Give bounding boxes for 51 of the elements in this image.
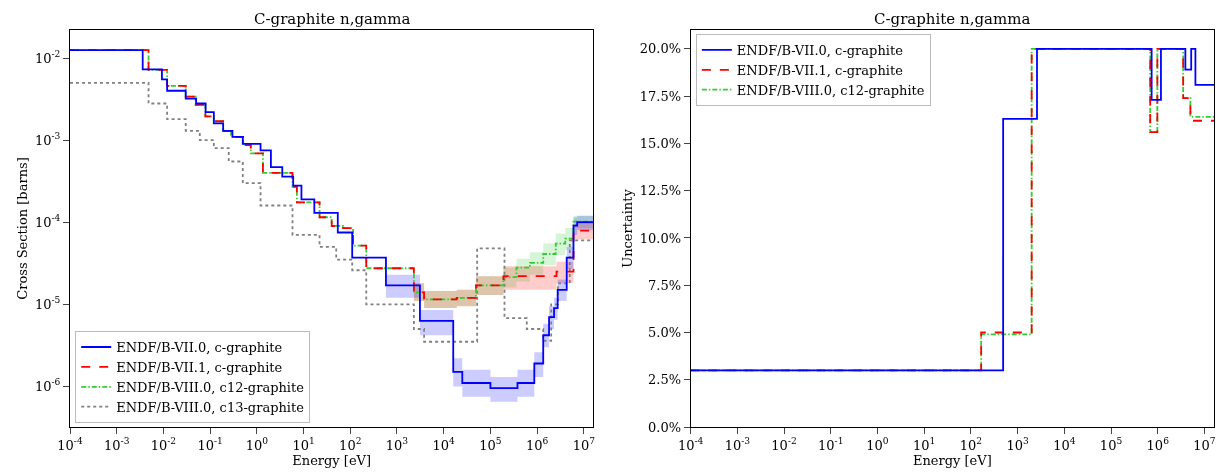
x-tick-label: 10$^{3}$ bbox=[1006, 436, 1029, 453]
chart-title: C-graphite n,gamma bbox=[254, 10, 411, 28]
x-tick-label: 10$^{1}$ bbox=[913, 436, 936, 453]
x-tick-label: 10$^{1}$ bbox=[292, 436, 315, 453]
y-tick-label: 12.5% bbox=[639, 183, 682, 199]
y-axis-title: Uncertainty bbox=[619, 188, 635, 268]
y-axis-title: Cross Section [barns] bbox=[14, 157, 30, 300]
x-tick-label: 10$^{-2}$ bbox=[150, 436, 177, 453]
x-tick-label: 10$^{6}$ bbox=[1146, 436, 1170, 453]
legend-label: ENDF/B-VIII.0, c12-graphite bbox=[736, 82, 925, 98]
legend-label: ENDF/B-VIII.0, c13-graphite bbox=[116, 399, 305, 415]
y-tick-label: 2.5% bbox=[647, 372, 682, 388]
y-tick-label: 5.0% bbox=[647, 325, 682, 341]
x-tick-label: 10$^{5}$ bbox=[1099, 436, 1123, 453]
x-axis-title: Energy [eV] bbox=[912, 452, 992, 468]
y-tick-label: 15.0% bbox=[639, 135, 682, 151]
legend-label: ENDF/B-VIII.0, c12-graphite bbox=[116, 379, 305, 395]
legend-label: ENDF/B-VII.1, c-graphite bbox=[116, 359, 283, 375]
chart-title: C-graphite n,gamma bbox=[874, 10, 1031, 28]
x-tick-label: 10$^{2}$ bbox=[339, 436, 362, 453]
x-tick-label: 10$^{-4}$ bbox=[677, 436, 704, 453]
x-tick-label: 10$^{-2}$ bbox=[771, 436, 797, 453]
x-tick-label: 10$^{-3}$ bbox=[104, 436, 130, 453]
legend-label: ENDF/B-VII.1, c-graphite bbox=[736, 62, 904, 78]
y-tick-label: 10$^{-3}$ bbox=[34, 131, 61, 148]
y-tick-label: 10.0% bbox=[639, 230, 682, 246]
x-axis-title: Energy [eV] bbox=[292, 452, 372, 468]
x-tick-label: 10$^{4}$ bbox=[432, 436, 456, 453]
x-tick-label: 10$^{7}$ bbox=[572, 436, 596, 453]
y-tick-label: 0.0% bbox=[647, 419, 682, 435]
legend-label: ENDF/B-VII.0, c-graphite bbox=[736, 42, 904, 58]
y-tick-label: 10$^{-2}$ bbox=[34, 49, 61, 66]
x-tick-label: 10$^{4}$ bbox=[1053, 436, 1076, 453]
y-tick-label: 20.0% bbox=[639, 41, 682, 57]
x-tick-label: 10$^{6}$ bbox=[525, 436, 549, 453]
x-tick-label: 10$^{3}$ bbox=[385, 436, 409, 453]
x-tick-label: 10$^{-3}$ bbox=[724, 436, 751, 453]
y-tick-label: 10$^{-6}$ bbox=[34, 377, 61, 394]
x-tick-label: 10$^{2}$ bbox=[959, 436, 983, 453]
x-tick-label: 10$^{5}$ bbox=[479, 436, 502, 453]
x-tick-label: 10$^{0}$ bbox=[866, 436, 889, 453]
x-tick-label: 10$^{7}$ bbox=[1193, 436, 1216, 453]
legend-label: ENDF/B-VII.0, c-graphite bbox=[116, 340, 283, 356]
y-tick-label: 10$^{-5}$ bbox=[34, 295, 61, 312]
x-tick-label: 10$^{-4}$ bbox=[57, 436, 83, 453]
x-tick-label: 10$^{-1}$ bbox=[818, 436, 844, 453]
y-tick-label: 17.5% bbox=[639, 88, 682, 104]
y-tick-label: 7.5% bbox=[647, 277, 682, 293]
x-tick-label: 10$^{0}$ bbox=[245, 436, 269, 453]
x-tick-label: 10$^{-1}$ bbox=[197, 436, 223, 453]
y-tick-label: 10$^{-4}$ bbox=[34, 213, 61, 230]
